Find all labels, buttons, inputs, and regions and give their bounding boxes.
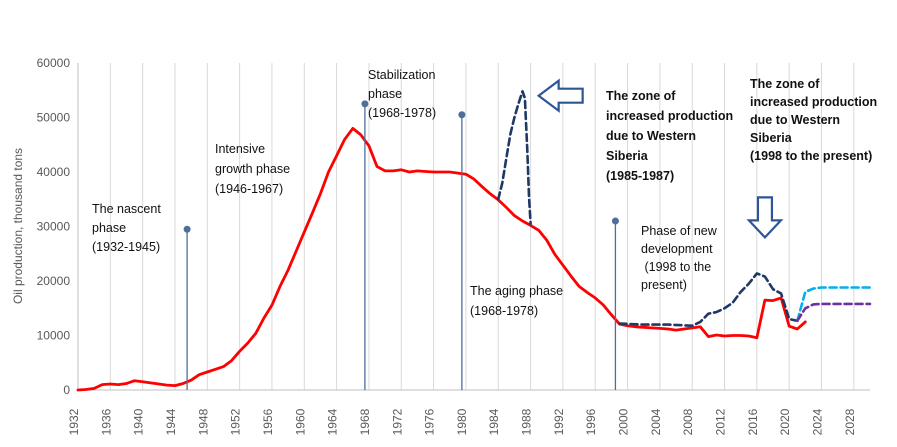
annotation-line: increased production <box>606 109 733 123</box>
x-tick-label-24: 2028 <box>843 408 857 435</box>
annotation-new-development: Phase of new development (1998 to the pres… <box>641 224 718 292</box>
annotation-line: development <box>641 242 713 256</box>
marker-dot-3 <box>611 217 619 225</box>
y-tick-label-6: 60000 <box>37 56 71 70</box>
x-tick-label-17: 2000 <box>617 408 631 435</box>
x-tick-label-21: 2016 <box>746 408 760 435</box>
annotation-line: due to Western <box>606 129 696 143</box>
x-tick-label-19: 2008 <box>681 408 695 435</box>
x-tick-label-8: 1964 <box>326 408 340 435</box>
x-tick-label-6: 1956 <box>261 408 275 435</box>
y-tick-label-1: 10000 <box>37 329 71 343</box>
x-tick-label-22: 2020 <box>778 408 792 435</box>
x-tick-label-14: 1988 <box>520 408 534 435</box>
annotation-line: The nascent <box>92 202 161 216</box>
annotation-line: The aging phase <box>470 284 563 298</box>
annotation-line: (1932-1945) <box>92 240 160 254</box>
marker-dot-0 <box>183 225 191 233</box>
x-tick-label-16: 1996 <box>584 408 598 435</box>
y-axis-label: Oil production, thousand tons <box>11 148 25 304</box>
series-line-0 <box>76 127 807 392</box>
x-tick-label-2: 1940 <box>132 408 146 435</box>
annotation-line: growth phase <box>215 162 290 176</box>
y-tick-label-0: 0 <box>63 383 70 397</box>
x-tick-label-7: 1960 <box>293 408 307 435</box>
annotation-intensive-growth: Intensive growth phase (1946-1967) <box>215 142 290 196</box>
x-tick-label-0: 1932 <box>67 408 81 435</box>
x-tick-label-1: 1936 <box>99 408 113 435</box>
annotation-line: phase <box>368 87 402 101</box>
annotation-aging: The aging phase (1968-1978) <box>470 284 563 318</box>
annotation-western-siberia-1985: The zone of increased production due to We… <box>606 89 733 183</box>
series-group <box>76 90 872 392</box>
annotation-line: increased production <box>750 95 877 109</box>
x-tick-label-11: 1976 <box>423 408 437 435</box>
annotation-line: (1946-1967) <box>215 182 283 196</box>
arrow-down-icon <box>746 196 784 240</box>
annotation-line: (1998 to the <box>641 260 711 274</box>
y-tick-label-2: 20000 <box>37 274 71 288</box>
x-tick-label-23: 2024 <box>811 408 825 435</box>
x-tick-label-4: 1948 <box>196 408 210 435</box>
annotation-line: phase <box>92 221 126 235</box>
annotation-nascent: The nascent phase (1932-1945) <box>92 202 161 254</box>
marker-dot-2 <box>458 111 466 119</box>
annotation-line: (1998 to the present) <box>750 149 872 163</box>
annotation-line: Intensive <box>215 142 265 156</box>
annotation-line: Siberia <box>606 149 649 163</box>
y-tick-label-5: 50000 <box>37 111 71 125</box>
x-tick-label-9: 1968 <box>358 408 372 435</box>
x-tick-label-3: 1944 <box>164 408 178 435</box>
x-tick-label-18: 2004 <box>649 408 663 435</box>
x-tick-label-12: 1980 <box>455 408 469 435</box>
y-tick-label-3: 30000 <box>37 220 71 234</box>
annotation-line: The zone of <box>750 77 820 91</box>
annotation-line: Phase of new <box>641 224 718 238</box>
marker-dot-1 <box>361 100 369 108</box>
x-tick-label-15: 1992 <box>552 408 566 435</box>
series-line-1 <box>496 90 532 226</box>
annotation-western-siberia-1998: The zone of increased production due to We… <box>750 77 877 163</box>
arrow-group <box>536 78 784 240</box>
x-tick-label-13: 1984 <box>487 408 501 435</box>
annotation-line: The zone of <box>606 89 676 103</box>
annotation-line: present) <box>641 278 687 292</box>
annotation-line: due to Western <box>750 113 840 127</box>
x-tick-label-10: 1972 <box>390 408 404 435</box>
series-line-2 <box>618 272 799 327</box>
axes <box>77 63 870 391</box>
annotation-line: (1985-1987) <box>606 169 674 183</box>
series-line-4 <box>796 302 872 323</box>
series-line-3 <box>796 286 872 323</box>
x-tick-label-5: 1952 <box>229 408 243 435</box>
arrow-left-icon <box>536 78 584 113</box>
annotation-line: Stabilization <box>368 68 435 82</box>
annotation-line: (1968-1978) <box>470 304 538 318</box>
annotation-line: Siberia <box>750 131 793 145</box>
annotation-line: (1968-1978) <box>368 106 436 120</box>
y-tick-label-4: 40000 <box>37 165 71 179</box>
grid-lines <box>77 63 855 390</box>
marker-group <box>183 100 619 390</box>
x-tick-label-20: 2012 <box>714 408 728 435</box>
tick-labels: 0 10000 20000 30000 40000 50000 60000 1932 1936 1… <box>37 56 857 435</box>
annotation-stabilization: Stabilization phase (1968-1978) <box>368 68 436 120</box>
